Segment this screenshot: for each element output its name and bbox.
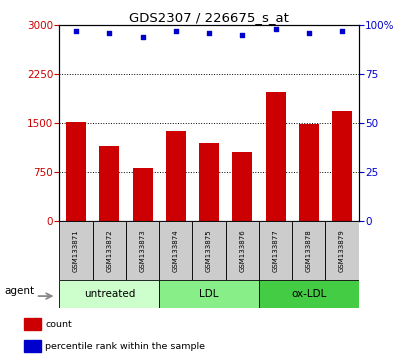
Bar bbox=[199, 143, 218, 221]
Bar bbox=[232, 153, 252, 221]
Bar bbox=[132, 167, 152, 221]
Text: GSM133876: GSM133876 bbox=[239, 229, 245, 272]
Point bbox=[305, 30, 311, 35]
Text: ox-LDL: ox-LDL bbox=[290, 289, 326, 299]
Text: GSM133879: GSM133879 bbox=[338, 229, 344, 272]
Text: GSM133875: GSM133875 bbox=[206, 229, 211, 272]
FancyBboxPatch shape bbox=[325, 221, 358, 280]
Text: GSM133872: GSM133872 bbox=[106, 229, 112, 272]
Bar bbox=[166, 131, 185, 221]
Point bbox=[73, 28, 79, 34]
Text: GSM133877: GSM133877 bbox=[272, 229, 278, 272]
Point bbox=[106, 30, 112, 35]
FancyBboxPatch shape bbox=[258, 221, 292, 280]
Bar bbox=[298, 124, 318, 221]
Bar bbox=[265, 92, 285, 221]
FancyBboxPatch shape bbox=[126, 221, 159, 280]
Text: GSM133873: GSM133873 bbox=[139, 229, 145, 272]
Text: agent: agent bbox=[5, 286, 35, 296]
Text: untreated: untreated bbox=[83, 289, 135, 299]
FancyBboxPatch shape bbox=[59, 221, 92, 280]
FancyBboxPatch shape bbox=[292, 221, 325, 280]
Text: LDL: LDL bbox=[199, 289, 218, 299]
Point bbox=[205, 30, 212, 35]
FancyBboxPatch shape bbox=[258, 280, 358, 308]
Point bbox=[139, 34, 146, 39]
Text: percentile rank within the sample: percentile rank within the sample bbox=[45, 342, 205, 351]
Text: count: count bbox=[45, 320, 72, 329]
FancyBboxPatch shape bbox=[159, 221, 192, 280]
FancyBboxPatch shape bbox=[159, 280, 258, 308]
Text: GSM133874: GSM133874 bbox=[173, 229, 178, 272]
Point bbox=[338, 28, 344, 34]
Text: GSM133871: GSM133871 bbox=[73, 229, 79, 272]
FancyBboxPatch shape bbox=[92, 221, 126, 280]
Point bbox=[172, 28, 179, 34]
Bar bbox=[331, 111, 351, 221]
FancyBboxPatch shape bbox=[192, 221, 225, 280]
Point bbox=[238, 32, 245, 38]
Bar bbox=[99, 146, 119, 221]
Bar bbox=[24, 340, 41, 352]
Bar bbox=[24, 318, 41, 330]
FancyBboxPatch shape bbox=[225, 221, 258, 280]
FancyBboxPatch shape bbox=[59, 280, 159, 308]
Title: GDS2307 / 226675_s_at: GDS2307 / 226675_s_at bbox=[129, 11, 288, 24]
Point bbox=[272, 26, 278, 32]
Text: GSM133878: GSM133878 bbox=[305, 229, 311, 272]
Bar bbox=[66, 122, 86, 221]
